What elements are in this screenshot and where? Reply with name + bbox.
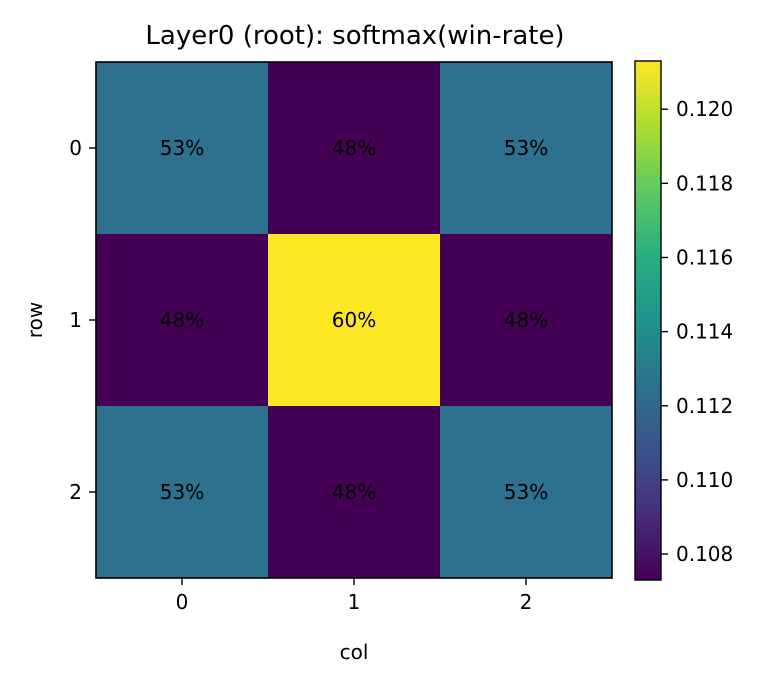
colorbar-ticks: 0.108 0.110 0.112 0.114 0.116 0.118 0.120 [661,97,733,566]
heatmap-cell-r2-c0 [96,406,269,579]
y-tick-label: 1 [69,308,82,332]
cell-label-r2-c1: 48% [332,480,376,504]
y-tick-label: 0 [69,136,82,160]
colorbar-tick-label: 0.110 [676,468,733,492]
heatmap-cell-r0-c0 [96,62,269,235]
heatmap-cell-r0-c1 [268,62,441,235]
cell-label-r0-c2: 53% [504,136,548,160]
heatmap-cell-r0-c2 [440,62,613,235]
heatmap-cell-r2-c1 [268,406,441,579]
heatmap-cell-r1-c2 [440,234,613,407]
colorbar [634,60,662,581]
colorbar-tick-label: 0.116 [676,245,733,269]
heatmap-cell-labels: 53% 48% 53% 48% 60% 48% 53% 48% 53% [160,136,548,504]
cell-label-r2-c2: 53% [504,480,548,504]
x-tick-label: 0 [176,590,189,614]
cell-label-r1-c1: 60% [332,308,376,332]
heatmap-cell-r1-c1 [268,234,441,407]
heatmap-cell-r2-c2 [440,406,613,579]
cell-label-r1-c2: 48% [504,308,548,332]
y-axis-label: row [23,302,47,338]
chart-title: Layer0 (root): softmax(win-rate) [145,21,564,51]
colorbar-tick-label: 0.108 [676,542,733,566]
x-tick-label: 1 [348,590,361,614]
cell-label-r0-c1: 48% [332,136,376,160]
colorbar-tick-label: 0.120 [676,97,733,121]
y-axis-ticks: 0 1 2 [69,136,96,504]
cell-label-r0-c0: 53% [160,136,204,160]
cell-label-r1-c0: 48% [160,308,204,332]
x-axis-ticks: 0 1 2 [176,578,533,614]
x-tick-label: 2 [520,590,533,614]
colorbar-tick-label: 0.118 [676,171,733,195]
heatmap-cells [96,62,613,579]
x-axis-label: col [340,640,369,664]
heatmap-cell-r1-c0 [96,234,269,407]
y-tick-label: 2 [69,480,82,504]
colorbar-tick-label: 0.114 [676,320,733,344]
cell-label-r2-c0: 53% [160,480,204,504]
colorbar-tick-label: 0.112 [676,394,733,418]
